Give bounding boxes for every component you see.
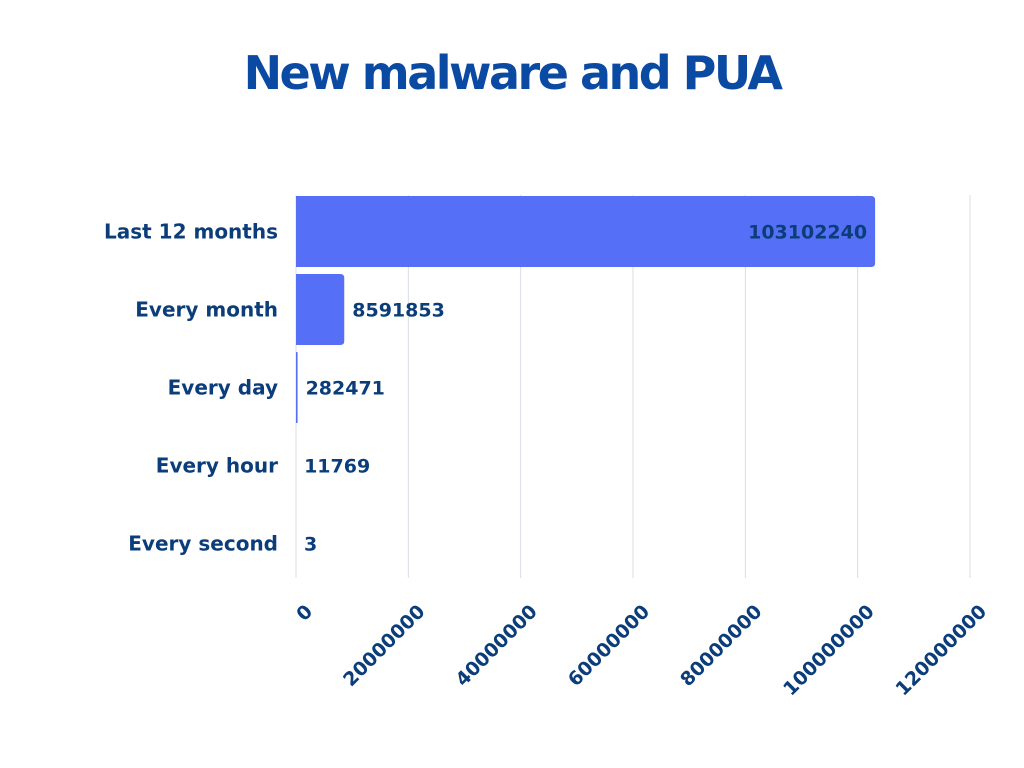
category-labels: Last 12 months Every month Every day Every … bbox=[104, 220, 278, 556]
category-label: Last 12 months bbox=[104, 220, 278, 244]
x-tick-label: 60000000 bbox=[564, 601, 654, 691]
x-tick-label: 100000000 bbox=[779, 601, 879, 701]
x-tick-label: 120000000 bbox=[891, 601, 991, 701]
category-label: Every month bbox=[135, 298, 278, 322]
x-tick-label: 40000000 bbox=[451, 601, 541, 691]
bar-every-month bbox=[296, 274, 345, 345]
chart-title: New malware and PUA bbox=[243, 46, 783, 100]
bar-last-12-months bbox=[296, 196, 876, 267]
category-label: Every second bbox=[128, 532, 278, 556]
x-tick-label: 20000000 bbox=[339, 601, 429, 691]
value-label: 3 bbox=[304, 534, 317, 556]
x-axis-tick-labels: 0 20000000 40000000 60000000 80000000 1000000… bbox=[292, 601, 991, 701]
x-tick-label: 0 bbox=[292, 601, 317, 626]
value-label: 8591853 bbox=[352, 300, 445, 322]
category-label: Every hour bbox=[156, 454, 278, 478]
value-label: 282471 bbox=[306, 378, 385, 400]
bar-every-day bbox=[296, 352, 298, 423]
bars bbox=[296, 196, 876, 423]
value-labels: 103102240 8591853 282471 11769 3 bbox=[304, 222, 867, 556]
category-label: Every day bbox=[168, 376, 278, 400]
x-tick-label: 80000000 bbox=[676, 601, 766, 691]
value-label: 11769 bbox=[304, 456, 370, 478]
value-label: 103102240 bbox=[748, 222, 867, 244]
